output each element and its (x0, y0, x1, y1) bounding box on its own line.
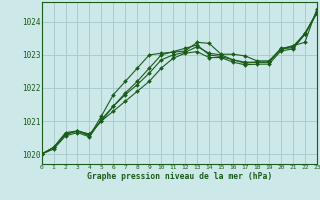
X-axis label: Graphe pression niveau de la mer (hPa): Graphe pression niveau de la mer (hPa) (87, 172, 272, 181)
